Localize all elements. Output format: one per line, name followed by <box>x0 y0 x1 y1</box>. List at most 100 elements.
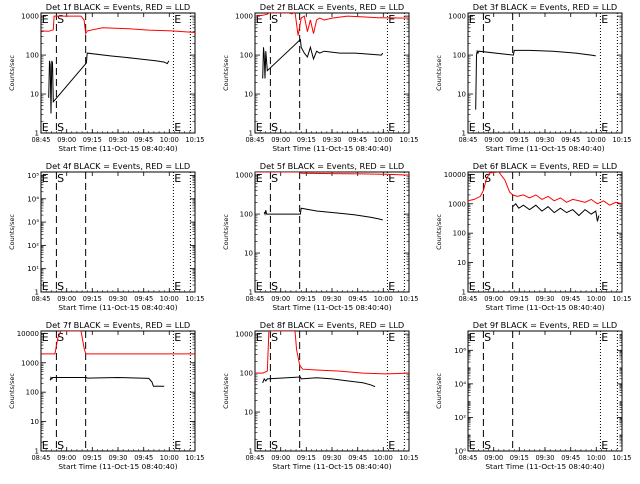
bottom-marker-e: E <box>174 121 181 134</box>
bottom-marker-s: S <box>57 121 64 134</box>
x-tick-label: 10:00 <box>160 454 179 462</box>
y-tick-label: 1 <box>249 448 253 456</box>
bottom-marker-s: S <box>271 121 278 134</box>
bottom-marker-e: E <box>42 121 49 134</box>
top-marker-s: S <box>484 331 491 344</box>
series-line-events <box>512 203 600 222</box>
y-tick-label: 1000 <box>21 13 39 21</box>
top-marker-s: S <box>57 13 64 26</box>
top-marker-s: S <box>57 172 64 185</box>
top-marker-e: E <box>256 331 263 344</box>
x-tick-label: 09:15 <box>83 136 102 144</box>
y-tick-label: 10⁴ <box>454 380 466 388</box>
x-tick-label: 10:00 <box>160 295 179 303</box>
y-axis-label: Counts/sec <box>8 214 16 250</box>
bottom-marker-e: E <box>601 121 608 134</box>
y-tick-label: 100 <box>240 370 253 378</box>
top-marker-e: E <box>601 172 608 185</box>
series-line-events <box>263 207 383 221</box>
x-tick-label: 09:30 <box>535 295 554 303</box>
bottom-marker-e: E <box>174 280 181 293</box>
y-tick-label: 10⁰ <box>454 448 466 456</box>
x-tick-label: 09:30 <box>108 454 127 462</box>
x-tick-label: 08:45 <box>458 454 477 462</box>
y-tick-label: 100 <box>26 52 39 60</box>
y-tick-label: 10 <box>457 91 466 99</box>
x-tick-label: 09:00 <box>57 136 76 144</box>
top-marker-s: S <box>271 331 278 344</box>
panel-title: Det 9f BLACK = Events, RED = LLD <box>473 320 617 330</box>
bottom-marker-e: E <box>388 121 395 134</box>
series-line-lld <box>41 15 195 36</box>
x-tick-label: 09:45 <box>561 295 580 303</box>
x-tick-label: 10:15 <box>185 454 204 462</box>
y-tick-label: 10 <box>30 418 39 426</box>
bottom-marker-s: S <box>57 439 64 452</box>
x-tick-label: 08:45 <box>245 136 264 144</box>
panel-det-4: Det 4f BLACK = Events, RED = LLD Counts/s… <box>8 161 205 312</box>
y-tick-label: 1000 <box>235 331 253 339</box>
top-marker-e: E <box>388 331 395 344</box>
bottom-marker-s: S <box>484 439 491 452</box>
y-axis-label: Counts/sec <box>8 55 16 91</box>
x-tick-label: 10:15 <box>612 136 631 144</box>
panel-title: Det 4f BLACK = Events, RED = LLD <box>46 161 190 171</box>
y-axis-label: Counts/sec <box>435 214 443 250</box>
y-tick-label: 10000 <box>17 330 39 338</box>
x-tick-label: 08:45 <box>245 295 264 303</box>
panel-det-9: Det 9f BLACK = Events, RED = LLD Counts/s… <box>435 320 632 471</box>
x-tick-label: 09:30 <box>322 295 341 303</box>
top-marker-s: S <box>484 172 491 185</box>
axes-frame <box>254 171 410 293</box>
bottom-marker-e: E <box>256 121 263 134</box>
x-tick-label: 08:45 <box>458 295 477 303</box>
panel-det-1: Det 1f BLACK = Events, RED = LLD Counts/s… <box>8 2 205 153</box>
y-tick-label: 10⁴ <box>27 195 39 203</box>
y-tick-label: 10³ <box>27 219 39 227</box>
x-tick-label: 09:30 <box>108 295 127 303</box>
x-axis-label: Start Time (11-Oct-15 08:40:40) <box>58 303 177 312</box>
bottom-marker-s: S <box>484 121 491 134</box>
panel-title: Det 5f BLACK = Events, RED = LLD <box>260 161 404 171</box>
bottom-marker-s: S <box>271 439 278 452</box>
top-marker-e: E <box>388 13 395 26</box>
x-tick-label: 10:00 <box>374 454 393 462</box>
x-tick-label: 10:15 <box>399 295 418 303</box>
y-tick-label: 10000 <box>444 171 466 179</box>
y-tick-label: 1000 <box>448 200 466 208</box>
axes-frame <box>254 330 410 452</box>
x-tick-label: 09:15 <box>510 454 529 462</box>
bottom-marker-e: E <box>469 439 476 452</box>
x-tick-label: 10:15 <box>399 136 418 144</box>
bottom-marker-e: E <box>601 439 608 452</box>
bottom-marker-s: S <box>484 280 491 293</box>
bottom-marker-e: E <box>388 439 395 452</box>
y-tick-label: 10² <box>454 414 466 422</box>
top-marker-e: E <box>174 13 181 26</box>
x-tick-label: 09:45 <box>561 136 580 144</box>
axes-frame <box>467 171 623 293</box>
x-tick-label: 09:15 <box>510 136 529 144</box>
x-tick-label: 08:45 <box>245 454 264 462</box>
panel-title: Det 8f BLACK = Events, RED = LLD <box>260 320 404 330</box>
x-tick-label: 09:15 <box>297 295 316 303</box>
panel-title: Det 3f BLACK = Events, RED = LLD <box>473 2 617 12</box>
panel-title: Det 6f BLACK = Events, RED = LLD <box>473 161 617 171</box>
x-tick-label: 09:00 <box>57 295 76 303</box>
y-tick-label: 10¹ <box>27 265 39 273</box>
y-tick-label: 1000 <box>235 172 253 180</box>
bottom-marker-e: E <box>388 280 395 293</box>
top-marker-e: E <box>601 331 608 344</box>
top-marker-e: E <box>42 13 49 26</box>
y-axis-label: Counts/sec <box>222 55 230 91</box>
bottom-marker-s: S <box>271 280 278 293</box>
axes-frame <box>467 330 623 452</box>
x-tick-label: 09:15 <box>297 136 316 144</box>
y-tick-label: 1000 <box>235 13 253 21</box>
x-axis-label: Start Time (11-Oct-15 08:40:40) <box>272 303 391 312</box>
x-axis-label: Start Time (11-Oct-15 08:40:40) <box>485 462 604 471</box>
x-axis-label: Start Time (11-Oct-15 08:40:40) <box>485 303 604 312</box>
x-tick-label: 10:00 <box>374 136 393 144</box>
